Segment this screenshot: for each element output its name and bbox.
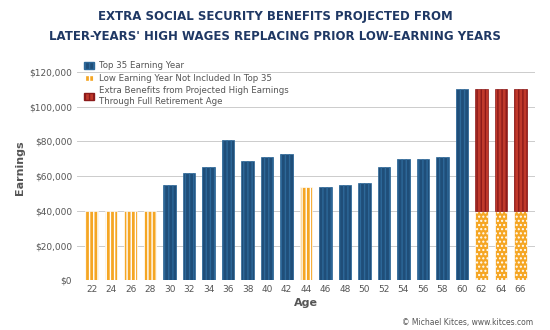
- Text: EXTRA SOCIAL SECURITY BENEFITS PROJECTED FROM: EXTRA SOCIAL SECURITY BENEFITS PROJECTED…: [98, 10, 452, 23]
- Bar: [300, 186, 312, 280]
- Bar: [241, 160, 254, 280]
- Legend: Top 35 Earning Year, Low Earning Year Not Included In Top 35, Extra Benefits fro: Top 35 Earning Year, Low Earning Year No…: [81, 59, 291, 108]
- Text: © Michael Kitces, www.kitces.com: © Michael Kitces, www.kitces.com: [403, 318, 534, 327]
- Bar: [358, 183, 371, 280]
- Text: LATER-YEARS' HIGH WAGES REPLACING PRIOR LOW-EARNING YEARS: LATER-YEARS' HIGH WAGES REPLACING PRIOR …: [49, 30, 501, 43]
- Bar: [183, 173, 195, 280]
- Bar: [222, 140, 234, 280]
- Bar: [163, 185, 176, 280]
- Bar: [475, 211, 488, 280]
- Y-axis label: Earnings: Earnings: [15, 140, 25, 195]
- Bar: [105, 211, 118, 280]
- Bar: [436, 157, 449, 280]
- Bar: [261, 157, 273, 280]
- Bar: [416, 159, 430, 280]
- Bar: [475, 89, 488, 211]
- Bar: [339, 185, 351, 280]
- Bar: [455, 89, 468, 280]
- Bar: [202, 168, 215, 280]
- Bar: [144, 211, 156, 280]
- Bar: [494, 89, 507, 211]
- X-axis label: Age: Age: [294, 298, 318, 309]
- Bar: [319, 186, 332, 280]
- Bar: [397, 159, 410, 280]
- Bar: [494, 211, 507, 280]
- Bar: [124, 211, 137, 280]
- Bar: [280, 153, 293, 280]
- Bar: [378, 168, 390, 280]
- Bar: [514, 89, 527, 211]
- Bar: [514, 211, 527, 280]
- Bar: [85, 211, 98, 280]
